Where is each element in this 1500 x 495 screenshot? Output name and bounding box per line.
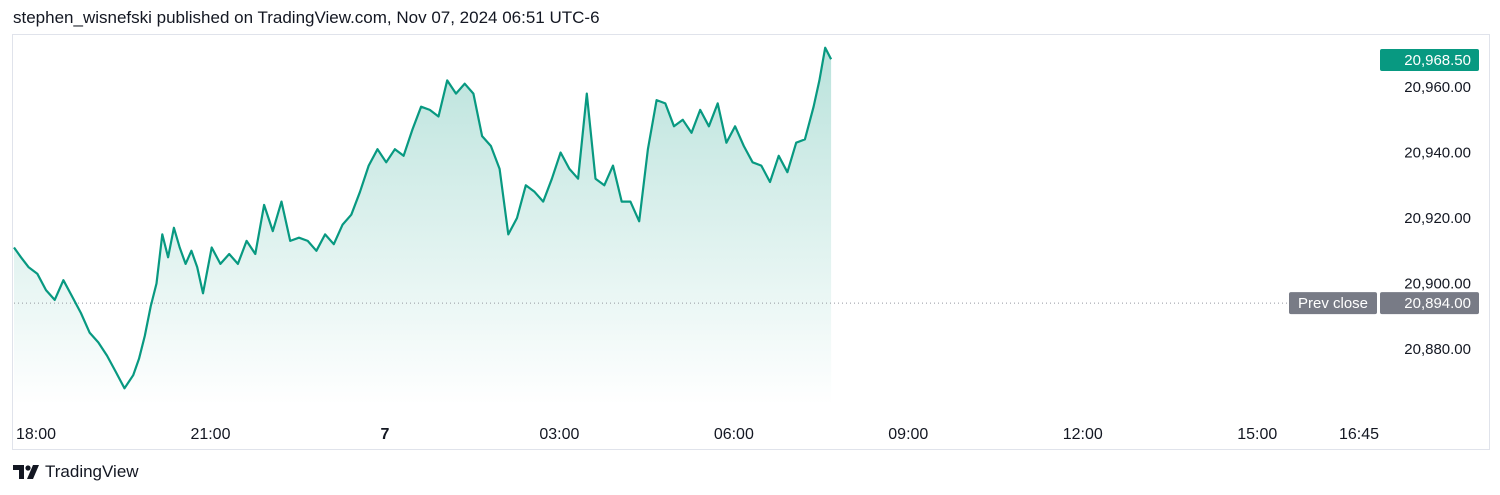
- y-tick-label: 20,880.00: [1404, 341, 1471, 358]
- footer-brand[interactable]: TradingView: [45, 462, 139, 481]
- x-tick-label: 21:00: [190, 426, 230, 443]
- y-tick-label: 20,920.00: [1404, 210, 1471, 227]
- x-tick-label: 18:00: [16, 426, 56, 443]
- x-tick-label: 03:00: [539, 426, 579, 443]
- price-area: [14, 47, 832, 405]
- last-price-label: 20,968.50: [1380, 49, 1479, 71]
- footer: TradingView: [13, 462, 139, 482]
- x-tick-label: 12:00: [1063, 426, 1103, 443]
- publish-attribution: stephen_wisnefski published on TradingVi…: [13, 8, 600, 27]
- x-tick-label: 16:45: [1339, 426, 1379, 443]
- price-line: [13, 46, 833, 390]
- last-price-value: 20,968.50: [1404, 52, 1471, 69]
- x-tick-label: 06:00: [714, 426, 754, 443]
- y-tick-label: 20,940.00: [1404, 145, 1471, 162]
- prev-close-name: Prev close: [1298, 295, 1368, 312]
- x-axis: 18:00 21:00 7 03:00 06:00 09:00 12:00 15:00 16:4…: [16, 426, 1379, 443]
- x-tick-label: 09:00: [888, 426, 928, 443]
- tradingview-logo-icon[interactable]: [13, 465, 39, 479]
- y-tick-label: 20,900.00: [1404, 276, 1471, 293]
- prev-close-value: 20,894.00: [1404, 295, 1471, 312]
- x-tick-label: 7: [380, 426, 389, 443]
- chart-frame: [12, 34, 1490, 450]
- y-axis: 20,880.00 20,900.00 20,920.00 20,940.00 20,9…: [1404, 79, 1471, 358]
- x-tick-label: 15:00: [1237, 426, 1277, 443]
- y-tick-label: 20,960.00: [1404, 79, 1471, 96]
- prev-close-label: Prev close 20,894.00: [1289, 292, 1479, 315]
